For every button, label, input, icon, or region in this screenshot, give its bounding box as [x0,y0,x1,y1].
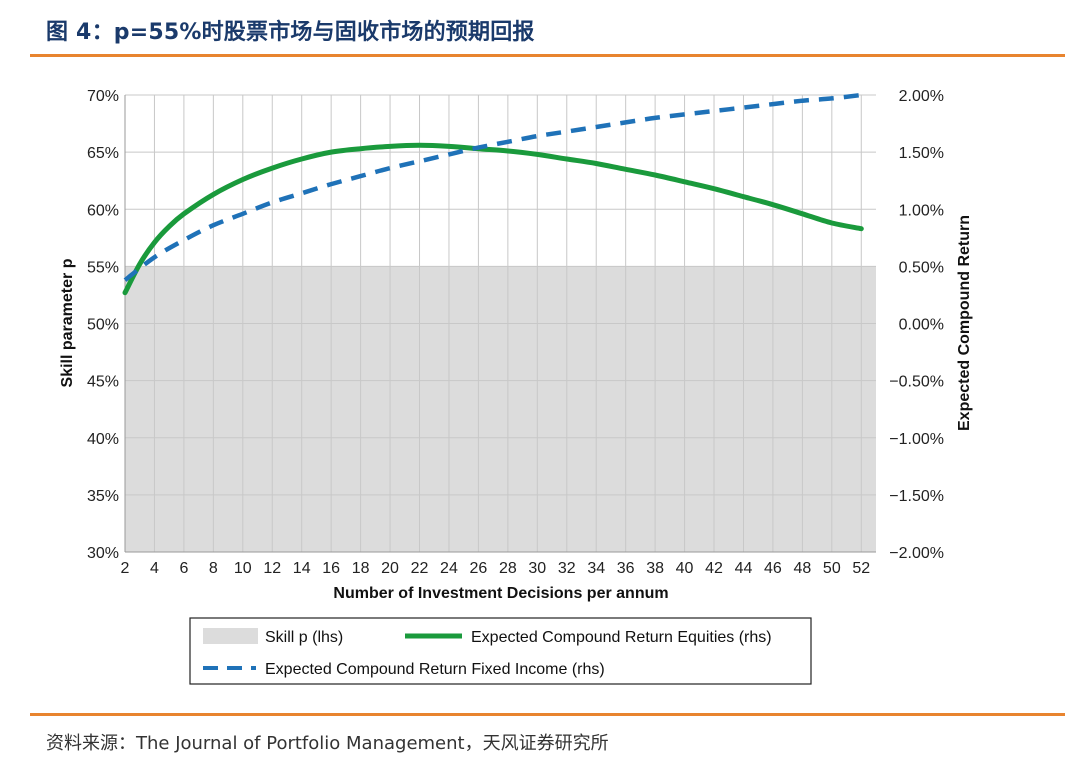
left-y-tick-label: 70% [87,88,119,105]
x-axis-title: Number of Investment Decisions per annum [333,585,668,602]
right-y-tick-label: 1.00% [899,202,944,219]
x-tick-label: 22 [411,560,429,577]
x-tick-label: 44 [735,560,753,577]
left-y-tick-label: 50% [87,317,119,334]
x-tick-label: 12 [263,560,281,577]
left-y-tick-label: 65% [87,145,119,162]
right-y-tick-label: 0.00% [899,317,944,334]
right-y-tick-label: 1.50% [899,145,944,162]
x-tick-label: 48 [793,560,811,577]
right-y-tick-label: −1.00% [889,431,944,448]
legend-swatch-skill [203,628,258,644]
equities-series-line [122,142,864,296]
x-tick-label: 36 [617,560,635,577]
x-tick-label: 24 [440,560,458,577]
source-note: 资料来源：The Journal of Portfolio Management… [46,733,609,754]
x-tick-label: 8 [209,560,218,577]
bottom-divider [30,713,1065,716]
x-tick-label: 50 [823,560,841,577]
x-tick-label: 2 [121,560,130,577]
left-y-axis-title: Skill parameter p [59,258,76,387]
right-y-tick-label: −0.50% [889,374,944,391]
x-tick-label: 42 [705,560,723,577]
legend: Skill p (lhs) Expected Compound Return E… [189,617,812,685]
x-tick-label: 40 [676,560,694,577]
fixed-income-series-line [123,92,862,282]
left-y-tick-label: 30% [87,545,119,562]
legend-label-skill: Skill p (lhs) [265,629,343,646]
figure-title: 图 4：p=55%时股票市场与固收市场的预期回报 [46,20,535,45]
right-y-tick-label: 2.00% [899,88,944,105]
x-tick-label: 26 [470,560,488,577]
left-y-tick-label: 60% [87,202,119,219]
legend-label-fixed-income: Expected Compound Return Fixed Income (r… [265,661,605,678]
x-tick-label: 28 [499,560,517,577]
legend-box [189,617,812,685]
x-tick-label: 16 [322,560,340,577]
x-tick-label: 34 [587,560,605,577]
x-tick-label: 38 [646,560,664,577]
right-y-tick-label: −2.00% [889,545,944,562]
x-tick-label: 32 [558,560,576,577]
left-y-tick-label: 40% [87,431,119,448]
x-tick-label: 46 [764,560,782,577]
x-tick-label: 30 [528,560,546,577]
skill-area [125,266,876,552]
x-tick-label: 6 [179,560,188,577]
legend-label-equities: Expected Compound Return Equities (rhs) [471,629,772,646]
x-tick-label: 14 [293,560,311,577]
left-y-tick-label: 35% [87,488,119,505]
right-y-tick-label: −1.50% [889,488,944,505]
left-y-tick-label: 45% [87,374,119,391]
x-tick-label: 20 [381,560,399,577]
x-tick-label: 10 [234,560,252,577]
left-y-tick-label: 55% [87,259,119,276]
top-divider [30,54,1065,57]
x-tick-label: 52 [852,560,870,577]
right-y-tick-label: 0.50% [899,259,944,276]
x-tick-label: 4 [150,560,159,577]
right-y-axis-title: Expected Compound Return [956,215,973,431]
x-tick-label: 18 [352,560,370,577]
